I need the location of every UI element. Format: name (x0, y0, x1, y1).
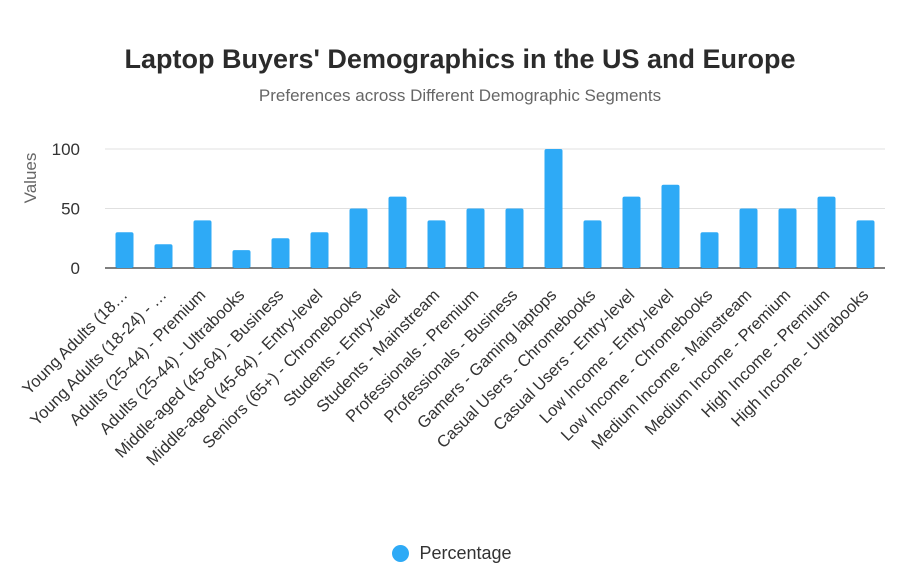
bar[interactable] (310, 232, 329, 268)
y-tick-label: 50 (61, 200, 80, 219)
bar[interactable] (505, 208, 524, 269)
bar[interactable] (154, 244, 173, 268)
legend: Percentage (0, 543, 900, 564)
bar[interactable] (700, 232, 719, 268)
bar[interactable] (817, 196, 836, 268)
chart-title: Laptop Buyers' Demographics in the US an… (124, 44, 796, 74)
bar[interactable] (544, 149, 563, 268)
bar[interactable] (388, 196, 407, 268)
bar[interactable] (271, 238, 290, 268)
bar[interactable] (622, 196, 641, 268)
bar[interactable] (193, 220, 212, 268)
gridlines (105, 148, 885, 269)
bar[interactable] (115, 232, 134, 268)
bar[interactable] (661, 184, 680, 268)
y-axis-ticks: 0 50 100 (52, 140, 80, 278)
y-tick-label: 0 (71, 259, 80, 278)
bar[interactable] (778, 208, 797, 269)
bars (115, 149, 875, 269)
x-axis-ticks: Young Adults (18…Young Adults (18-24) - … (19, 286, 872, 469)
bar[interactable] (466, 208, 485, 269)
y-tick-label: 100 (52, 140, 80, 159)
legend-swatch (392, 545, 410, 562)
bar[interactable] (856, 220, 875, 268)
bar[interactable] (349, 208, 368, 269)
y-axis-label: Values (21, 153, 40, 204)
chart-subtitle: Preferences across Different Demographic… (258, 86, 662, 105)
bar[interactable] (739, 208, 758, 269)
bar[interactable] (583, 220, 602, 268)
bar[interactable] (232, 250, 251, 268)
bar[interactable] (427, 220, 446, 268)
legend-label: Percentage (419, 543, 512, 563)
